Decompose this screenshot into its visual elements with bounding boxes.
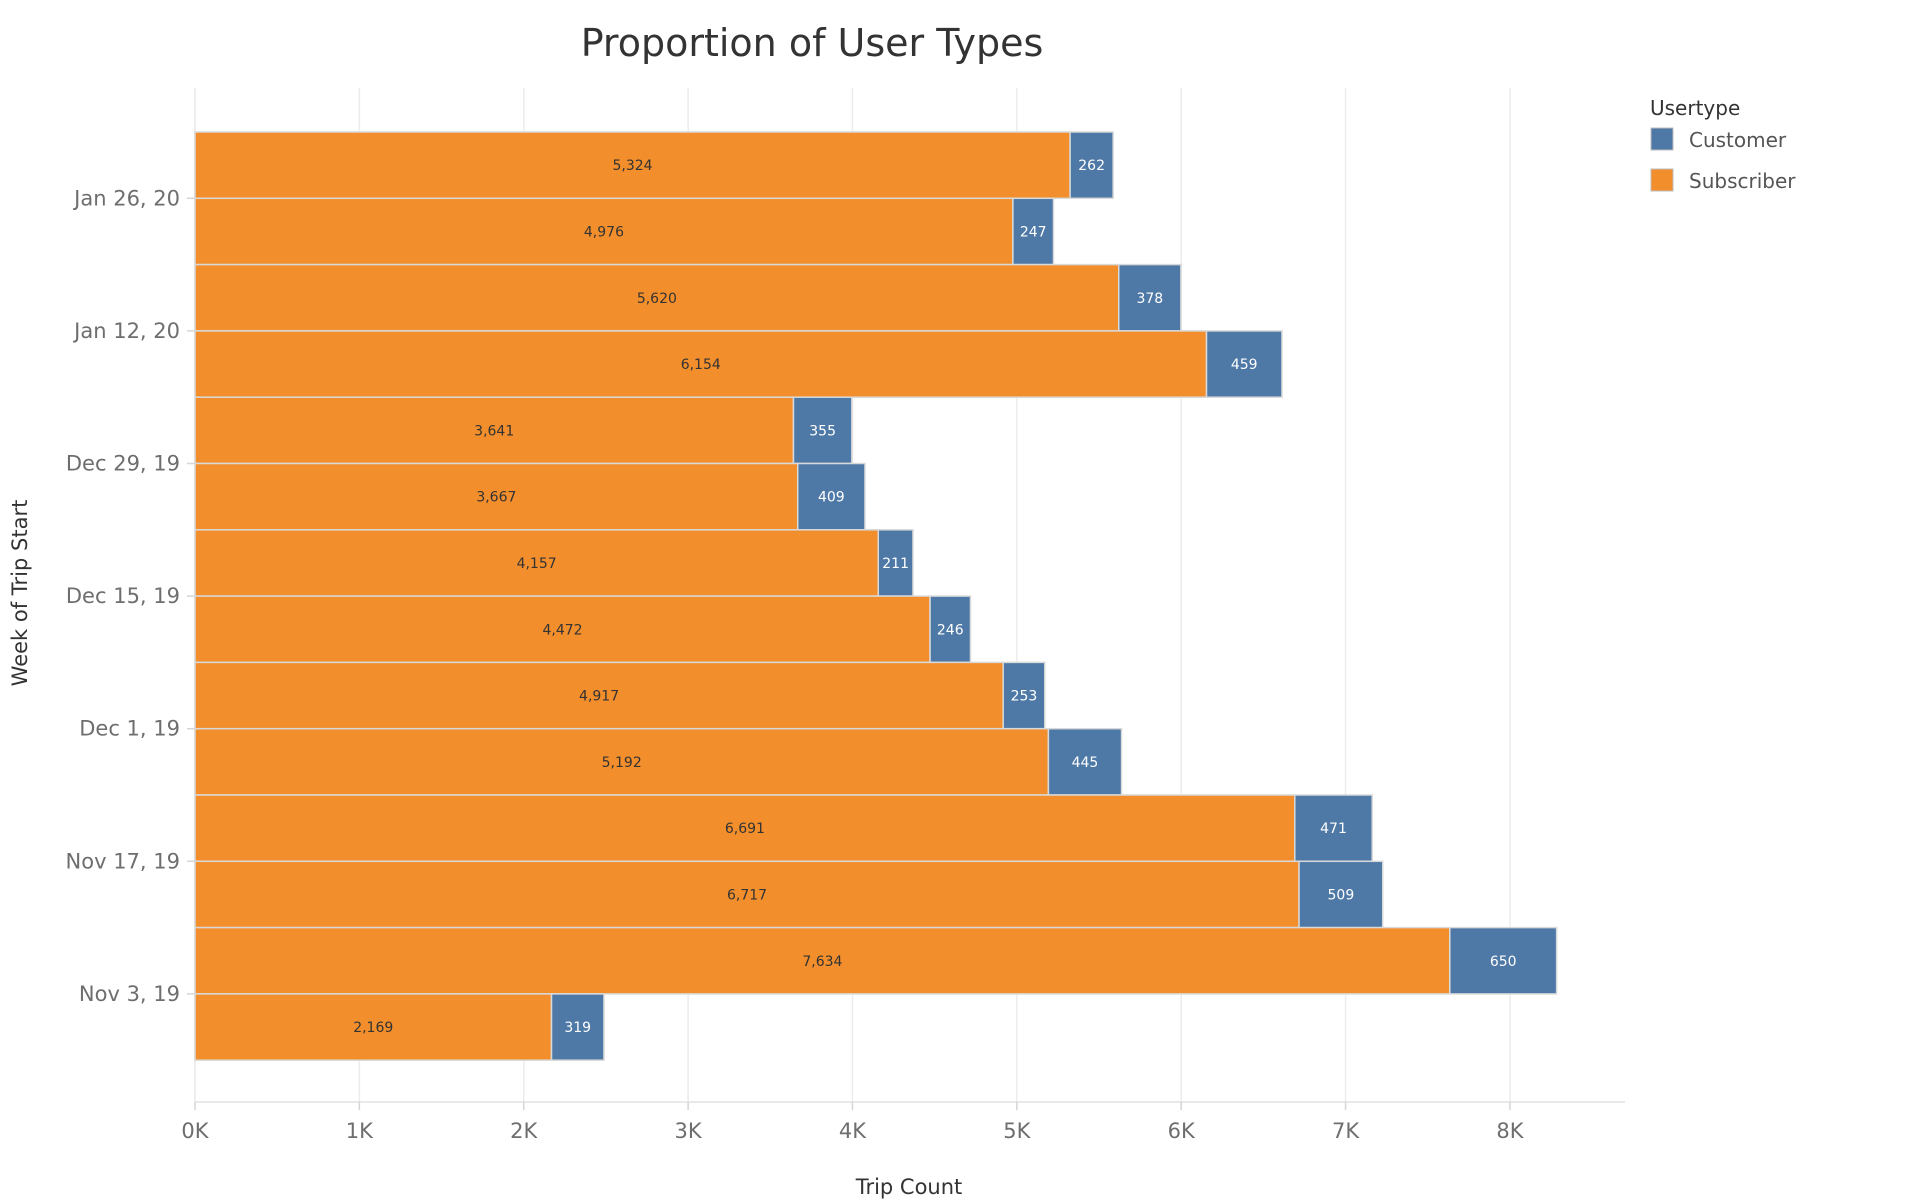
x-axis-ticks: 0K 1K 2K 3K 4K 5K 6K 7K 8K: [181, 1102, 1525, 1143]
data-label-subscriber: 3,641: [474, 423, 514, 439]
bar-subscriber: [194, 727, 1050, 796]
bar-customer: [1117, 263, 1182, 332]
data-label-customer: 262: [1078, 158, 1105, 174]
data-label-customer: 471: [1320, 821, 1347, 837]
data-label-customer: 409: [818, 490, 845, 506]
y-tick-label: Jan 12, 20: [72, 319, 180, 343]
x-tick-label: 0K: [181, 1119, 209, 1143]
x-tick-label: 5K: [1003, 1119, 1031, 1143]
data-label-subscriber: 4,976: [584, 224, 624, 240]
legend: Usertype Customer Subscriber: [1650, 96, 1796, 193]
data-label-subscriber: 6,154: [681, 357, 721, 373]
y-axis-title: Week of Trip Start: [8, 500, 32, 687]
data-label-customer: 509: [1328, 887, 1355, 903]
data-label-customer: 378: [1136, 291, 1163, 307]
data-label-customer: 253: [1011, 689, 1038, 705]
x-axis-title: Trip Count: [855, 1175, 963, 1199]
bar-subscriber: [194, 197, 1014, 266]
y-tick-label: Dec 29, 19: [66, 452, 180, 476]
data-label-subscriber: 4,157: [517, 556, 557, 572]
data-label-subscriber: 5,192: [602, 755, 642, 771]
data-label-customer: 355: [809, 423, 836, 439]
bar-subscriber: [194, 529, 880, 597]
bar-customer: [1298, 860, 1384, 929]
data-label-customer: 445: [1072, 755, 1099, 771]
y-tick-label: Nov 3, 19: [79, 982, 180, 1006]
data-label-subscriber: 4,472: [542, 622, 582, 638]
x-tick-label: 6K: [1168, 1119, 1196, 1143]
data-label-customer: 246: [937, 622, 964, 638]
x-tick-label: 2K: [510, 1119, 538, 1143]
bar-customer: [877, 529, 914, 597]
x-tick-label: 7K: [1332, 1119, 1360, 1143]
bar-subscriber: [194, 131, 1071, 200]
bar-subscriber: [194, 661, 1004, 730]
data-label-subscriber: 7,634: [802, 954, 842, 970]
legend-label-subscriber: Subscriber: [1689, 169, 1796, 193]
bar-customer: [929, 595, 972, 664]
y-tick-label: Dec 1, 19: [79, 717, 180, 741]
y-axis-ticks: Jan 26, 20 Jan 12, 20 Dec 29, 19 Dec 15, 19…: [66, 186, 195, 1006]
x-tick-label: 8K: [1496, 1119, 1524, 1143]
data-label-subscriber: 3,667: [476, 490, 516, 506]
x-tick-label: 4K: [839, 1119, 867, 1143]
data-label-subscriber: 6,691: [725, 821, 765, 837]
y-tick-label: Jan 26, 20: [72, 186, 180, 210]
bar-customer: [550, 993, 605, 1061]
legend-swatch-customer: [1650, 127, 1674, 151]
bars: 5,324 262 4,976 247 5,620 378 6,154 459 3,641 355…: [194, 131, 1558, 1061]
y-tick-label: Dec 15, 19: [66, 584, 180, 608]
bar-subscriber: [194, 396, 795, 465]
bar-subscriber: [194, 926, 1451, 995]
x-tick-label: 3K: [675, 1119, 703, 1143]
data-label-customer: 211: [882, 556, 909, 572]
bar-subscriber: [194, 595, 931, 664]
data-label-subscriber: 5,324: [613, 158, 653, 174]
bar-subscriber: [194, 330, 1208, 398]
bar-customer: [1294, 794, 1373, 863]
bar-subscriber: [194, 794, 1296, 863]
bar-subscriber: [194, 860, 1300, 929]
data-label-customer: 319: [564, 1020, 591, 1036]
x-tick-label: 1K: [346, 1119, 374, 1143]
bar-subscriber: [194, 462, 799, 531]
data-label-subscriber: 6,717: [727, 887, 767, 903]
bar-customer: [1069, 131, 1114, 200]
chart-title: Proportion of User Types: [581, 21, 1044, 65]
bar-customer: [1449, 926, 1558, 995]
data-label-subscriber: 5,620: [637, 291, 677, 307]
data-label-customer: 459: [1231, 357, 1258, 373]
bar-customer: [1012, 197, 1055, 266]
legend-label-customer: Customer: [1689, 128, 1787, 152]
bar-customer: [1205, 330, 1283, 398]
bar-customer: [796, 462, 866, 531]
legend-title: Usertype: [1650, 96, 1740, 120]
legend-swatch-subscriber: [1650, 168, 1674, 192]
bar-customer: [792, 396, 853, 465]
bar-customer: [1047, 727, 1123, 796]
bar-subscriber: [194, 993, 553, 1061]
data-label-customer: 247: [1020, 224, 1047, 240]
data-label-subscriber: 2,169: [353, 1020, 393, 1036]
bar-subscriber: [194, 263, 1120, 332]
y-tick-label: Nov 17, 19: [66, 849, 180, 873]
data-label-customer: 650: [1490, 954, 1517, 970]
data-label-subscriber: 4,917: [579, 689, 619, 705]
